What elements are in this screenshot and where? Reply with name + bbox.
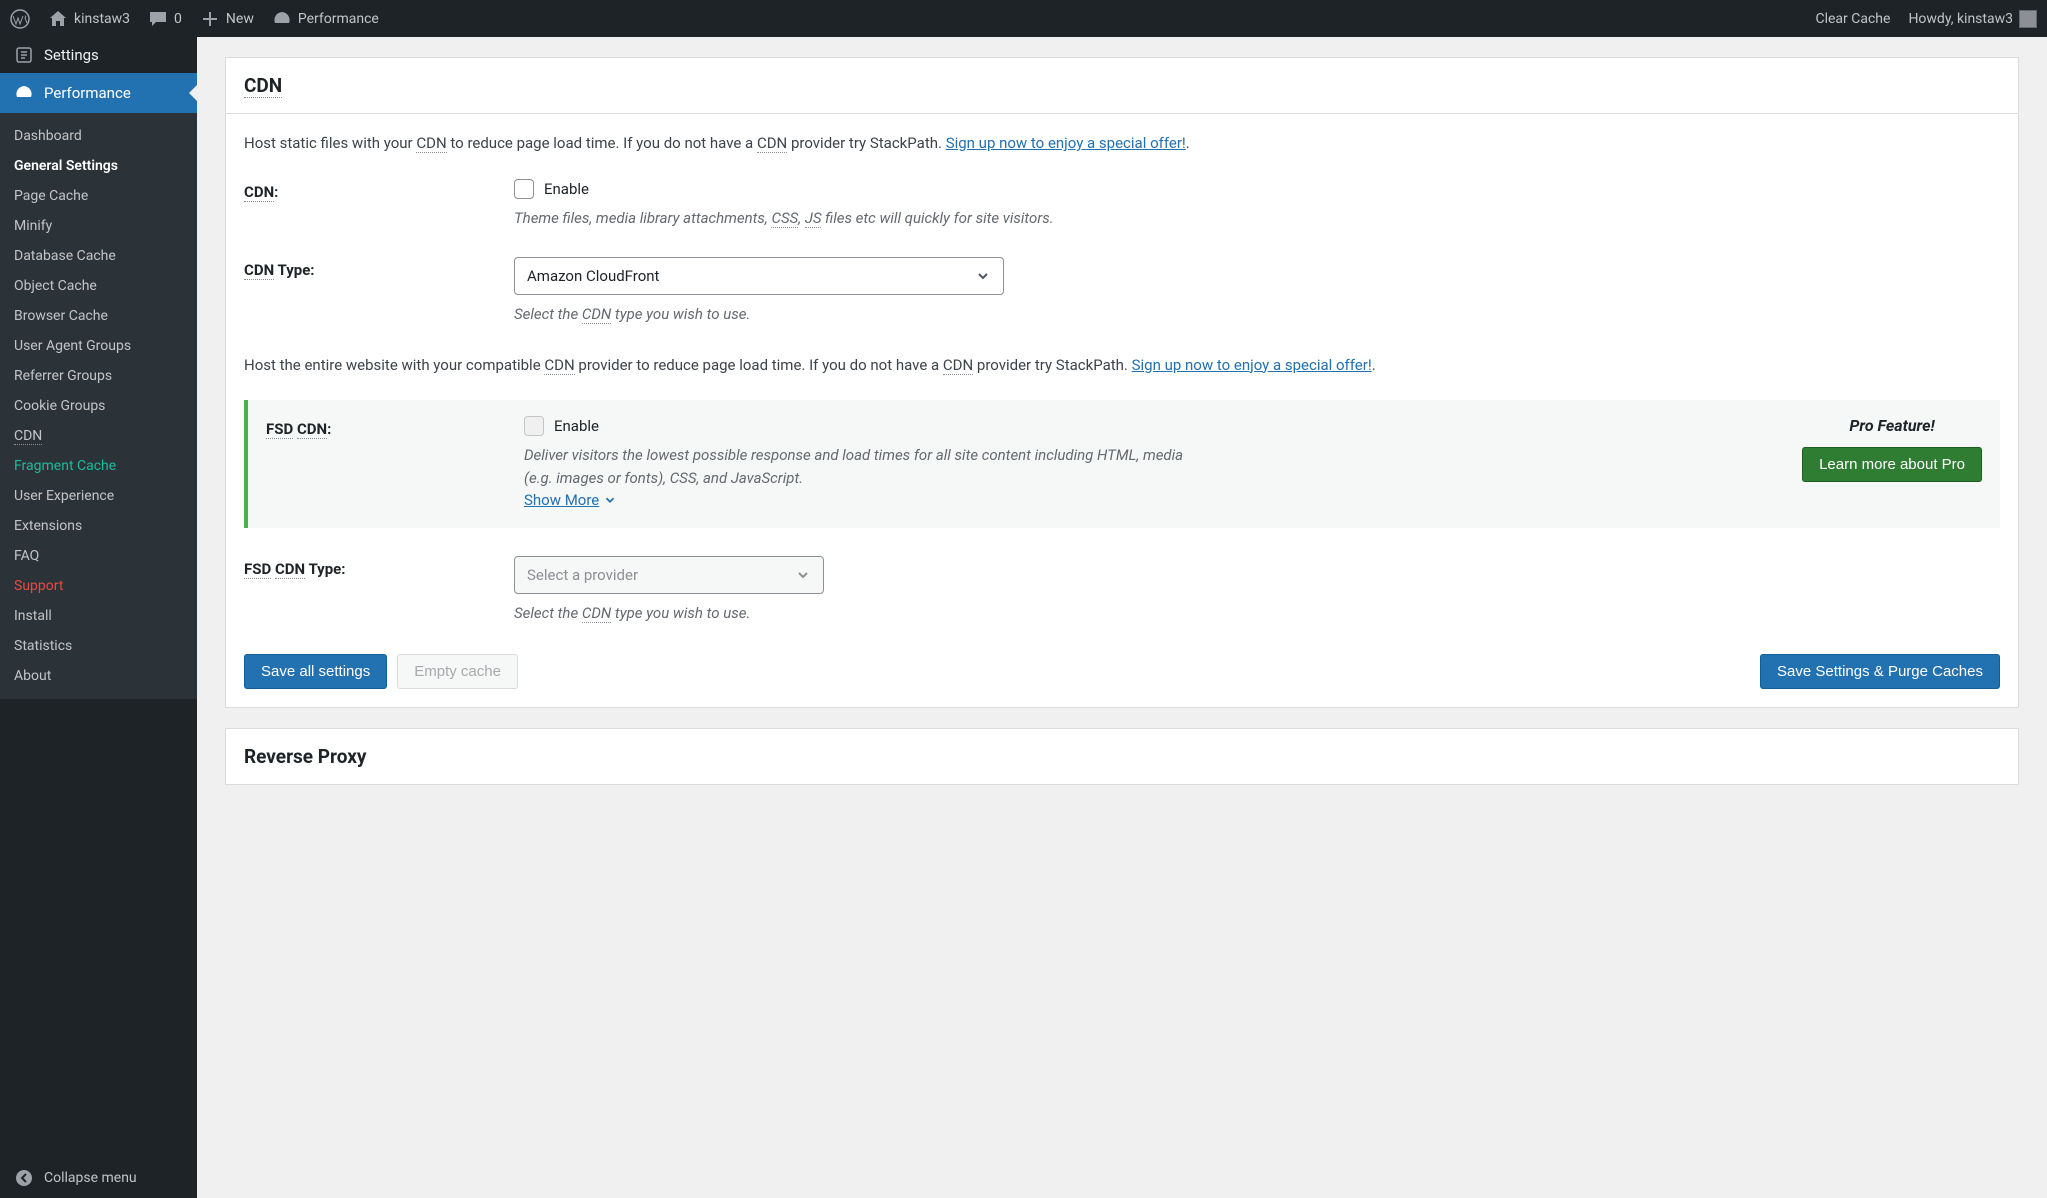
save-purge-button[interactable]: Save Settings & Purge Caches (1760, 654, 2000, 689)
site-link[interactable]: kinstaw3 (48, 9, 130, 29)
fsd-signup-link[interactable]: Sign up now to enjoy a special offer! (1132, 356, 1372, 374)
sidebar-item-minify[interactable]: Minify (0, 211, 197, 241)
new-link[interactable]: New (200, 9, 254, 29)
fsd-type-select: Select a provider (514, 556, 824, 594)
fsd-type-row: FSD CDN Type: Select a provider Select t… (244, 556, 2000, 625)
cdn-panel-header: CDN (226, 58, 2018, 114)
fsd-type-label: FSD CDN Type: (244, 556, 514, 578)
pro-feature-badge: Pro Feature! (1802, 416, 1982, 435)
home-icon (48, 9, 68, 29)
fsd-type-help: Select the CDN type you wish to use. (514, 602, 2000, 625)
sidebar-item-about[interactable]: About (0, 661, 197, 691)
sidebar-item-cdn[interactable]: CDN (0, 421, 197, 451)
enable-label: Enable (544, 180, 589, 198)
wordpress-icon (10, 9, 30, 29)
cdn-enable-label: CDN: (244, 179, 514, 201)
comment-icon (148, 9, 168, 29)
cdn-enable-help: Theme files, media library attachments, … (514, 207, 2000, 230)
sidebar-item-dbcache[interactable]: Database Cache (0, 241, 197, 271)
sidebar-settings[interactable]: Settings (0, 37, 197, 73)
button-row: Save all settings Empty cache Save Setti… (244, 654, 2000, 689)
cdn-type-help: Select the CDN type you wish to use. (514, 303, 2000, 326)
sidebar-submenu: Dashboard General Settings Page Cache Mi… (0, 113, 197, 699)
plus-icon (200, 9, 220, 29)
collapse-menu[interactable]: Collapse menu (0, 1158, 197, 1198)
chevron-down-icon (975, 268, 991, 284)
gauge-icon (14, 83, 34, 103)
sidebar-item-cookiegroups[interactable]: Cookie Groups (0, 391, 197, 421)
cdn-type-label: CDN Type: (244, 257, 514, 279)
sidebar-item-support[interactable]: Support (0, 571, 197, 601)
fsd-enable-label: Enable (554, 417, 599, 435)
reverse-proxy-panel: Reverse Proxy (225, 728, 2019, 785)
sidebar-item-faq[interactable]: FAQ (0, 541, 197, 571)
site-name: kinstaw3 (74, 11, 130, 27)
gauge-icon (272, 9, 292, 29)
empty-cache-button: Empty cache (397, 654, 518, 689)
cdn-enable-checkbox[interactable] (514, 179, 534, 199)
admin-sidebar: Settings Performance Dashboard General S… (0, 37, 197, 1198)
fsd-pro-box: FSD CDN: Enable Deliver visitors the low… (244, 400, 2000, 528)
clear-cache-link[interactable]: Clear Cache (1815, 11, 1890, 27)
settings-icon (14, 45, 34, 65)
fsd-description: Host the entire website with your compat… (244, 354, 2000, 377)
cdn-title: CDN (244, 74, 2000, 97)
performance-link[interactable]: Performance (272, 9, 379, 29)
comments-count: 0 (174, 11, 182, 27)
chevron-down-icon (603, 493, 617, 507)
sidebar-item-refgroups[interactable]: Referrer Groups (0, 361, 197, 391)
account-link[interactable]: Howdy, kinstaw3 (1908, 10, 2037, 28)
sidebar-item-objcache[interactable]: Object Cache (0, 271, 197, 301)
performance-label: Performance (298, 11, 379, 27)
show-more-link[interactable]: Show More (524, 489, 617, 512)
admin-bar: kinstaw3 0 New Performance Clear Cache H… (0, 0, 2047, 37)
sidebar-item-statistics[interactable]: Statistics (0, 631, 197, 661)
signup-link[interactable]: Sign up now to enjoy a special offer! (946, 134, 1186, 152)
fsd-enable-checkbox (524, 416, 544, 436)
sidebar-performance[interactable]: Performance (0, 73, 197, 113)
sidebar-item-fragcache[interactable]: Fragment Cache (0, 451, 197, 481)
chevron-down-icon (795, 567, 811, 583)
sidebar-item-uagroups[interactable]: User Agent Groups (0, 331, 197, 361)
sidebar-item-install[interactable]: Install (0, 601, 197, 631)
cdn-enable-row: CDN: Enable Theme files, media library a… (244, 179, 2000, 230)
new-label: New (226, 11, 254, 27)
howdy-text: Howdy, kinstaw3 (1908, 11, 2013, 27)
sidebar-item-browsercache[interactable]: Browser Cache (0, 301, 197, 331)
cdn-description: Host static files with your CDN to reduc… (244, 132, 2000, 155)
sidebar-item-ux[interactable]: User Experience (0, 481, 197, 511)
comments-link[interactable]: 0 (148, 9, 182, 29)
sidebar-item-dashboard[interactable]: Dashboard (0, 121, 197, 151)
sidebar-item-extensions[interactable]: Extensions (0, 511, 197, 541)
learn-more-pro-button[interactable]: Learn more about Pro (1802, 447, 1982, 482)
avatar (2019, 10, 2037, 28)
cdn-type-row: CDN Type: Amazon CloudFront Select the C… (244, 257, 2000, 326)
fsd-cdn-label: FSD CDN: (266, 416, 524, 512)
cdn-type-select[interactable]: Amazon CloudFront (514, 257, 1004, 295)
sidebar-item-pagecache[interactable]: Page Cache (0, 181, 197, 211)
collapse-icon (14, 1168, 34, 1188)
main-content: CDN Host static files with your CDN to r… (197, 37, 2047, 1198)
save-all-button[interactable]: Save all settings (244, 654, 387, 689)
cdn-panel: CDN Host static files with your CDN to r… (225, 57, 2019, 708)
fsd-help: Deliver visitors the lowest possible res… (524, 444, 1204, 512)
wp-logo[interactable] (10, 9, 30, 29)
reverse-proxy-title: Reverse Proxy (244, 745, 2000, 768)
sidebar-item-general[interactable]: General Settings (0, 151, 197, 181)
